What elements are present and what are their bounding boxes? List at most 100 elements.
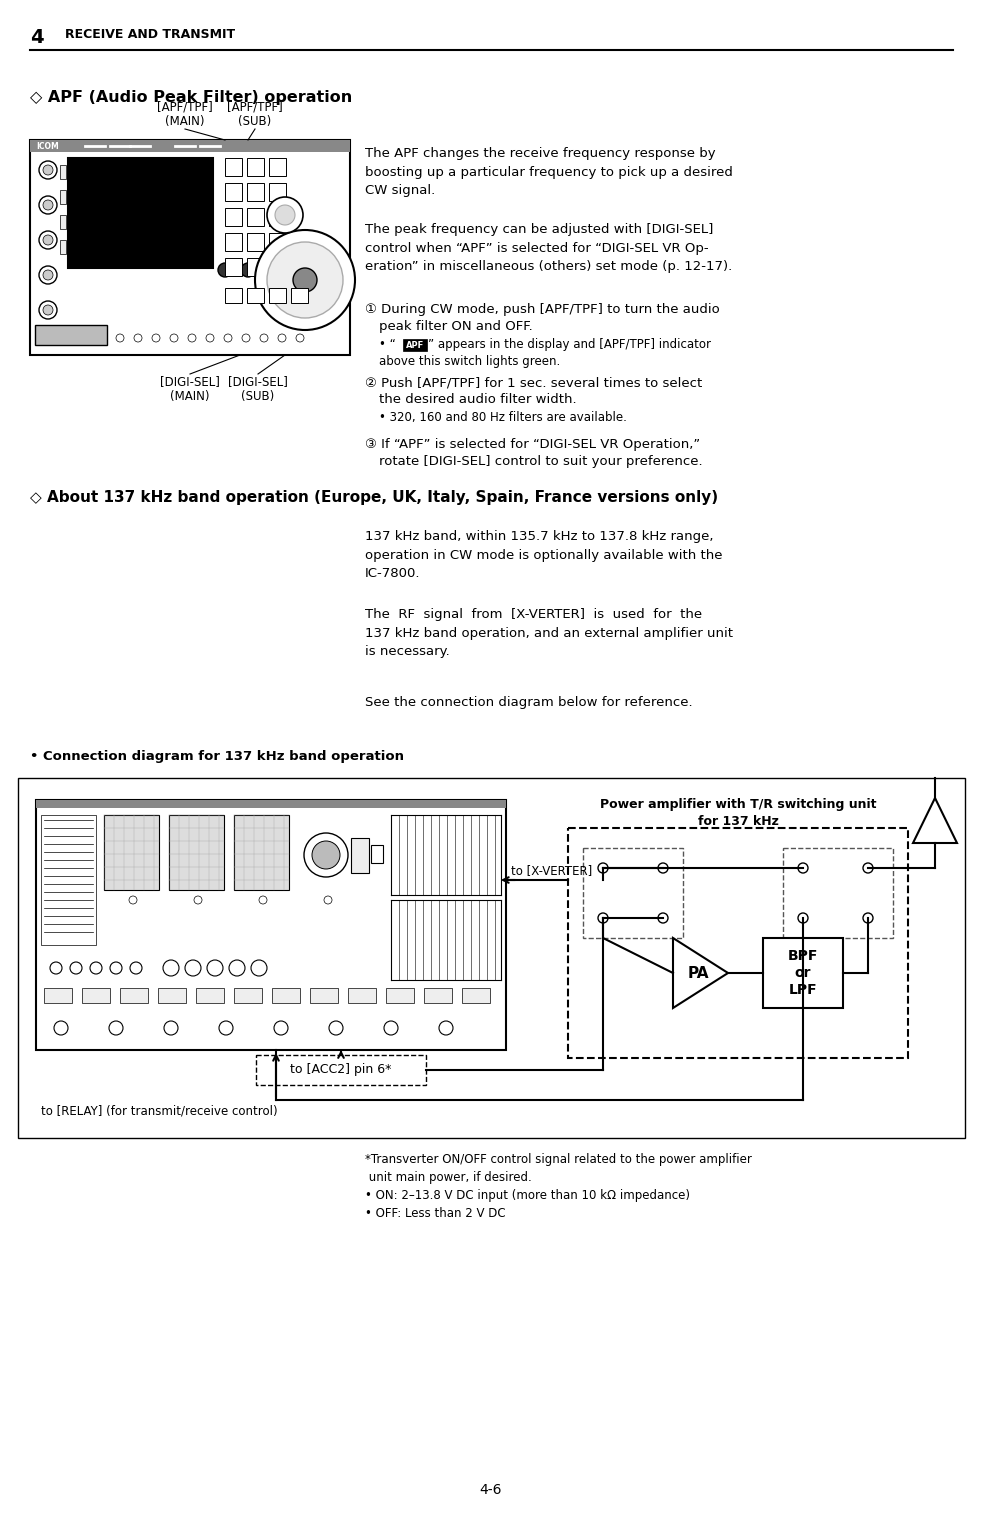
Text: APF: APF bbox=[406, 340, 424, 349]
Text: The peak frequency can be adjusted with [DIGI-SEL]
control when “APF” is selecte: The peak frequency can be adjusted with … bbox=[365, 223, 732, 273]
Text: ③ If “APF” is selected for “DIGI-SEL VR Operation,”: ③ If “APF” is selected for “DIGI-SEL VR … bbox=[365, 438, 700, 451]
Circle shape bbox=[218, 262, 232, 278]
Text: peak filter ON and OFF.: peak filter ON and OFF. bbox=[379, 320, 533, 334]
Circle shape bbox=[329, 1021, 343, 1035]
Text: ◇ APF (Audio Peak Filter) operation: ◇ APF (Audio Peak Filter) operation bbox=[30, 90, 352, 105]
Text: • Connection diagram for 137 kHz band operation: • Connection diagram for 137 kHz band op… bbox=[30, 749, 404, 763]
Circle shape bbox=[39, 231, 57, 249]
Bar bbox=[60, 240, 66, 253]
Bar bbox=[269, 288, 286, 303]
Text: [APF/TPF]
(MAIN): [APF/TPF] (MAIN) bbox=[157, 100, 213, 127]
Circle shape bbox=[90, 962, 102, 974]
Text: • 320, 160 and 80 Hz filters are available.: • 320, 160 and 80 Hz filters are availab… bbox=[379, 411, 627, 423]
Bar bbox=[225, 158, 242, 176]
Bar bbox=[82, 988, 110, 1003]
Circle shape bbox=[863, 913, 873, 922]
Circle shape bbox=[219, 1021, 233, 1035]
Circle shape bbox=[43, 270, 53, 281]
Circle shape bbox=[152, 334, 160, 341]
Text: ◇ About 137 kHz band operation (Europe, UK, Italy, Spain, France versions only): ◇ About 137 kHz band operation (Europe, … bbox=[30, 490, 719, 505]
Circle shape bbox=[39, 265, 57, 284]
Bar bbox=[247, 208, 264, 226]
Bar bbox=[272, 988, 300, 1003]
Text: ① During CW mode, push [APF/TPF] to turn the audio: ① During CW mode, push [APF/TPF] to turn… bbox=[365, 303, 720, 316]
Circle shape bbox=[206, 334, 214, 341]
Circle shape bbox=[170, 334, 178, 341]
Text: See the connection diagram below for reference.: See the connection diagram below for ref… bbox=[365, 696, 693, 708]
Circle shape bbox=[43, 200, 53, 209]
Circle shape bbox=[207, 960, 223, 975]
Bar bbox=[60, 165, 66, 179]
Circle shape bbox=[116, 334, 124, 341]
Circle shape bbox=[242, 334, 250, 341]
Circle shape bbox=[798, 913, 808, 922]
Bar bbox=[234, 815, 289, 890]
Circle shape bbox=[267, 197, 303, 234]
Bar bbox=[60, 215, 66, 229]
Bar bbox=[783, 848, 893, 938]
Text: ICOM: ICOM bbox=[36, 141, 59, 150]
Bar bbox=[196, 988, 224, 1003]
Circle shape bbox=[130, 962, 142, 974]
Circle shape bbox=[304, 833, 348, 877]
Circle shape bbox=[863, 863, 873, 872]
Bar bbox=[234, 988, 262, 1003]
Circle shape bbox=[229, 960, 245, 975]
Text: ” appears in the display and [APF/TPF] indicator: ” appears in the display and [APF/TPF] i… bbox=[428, 338, 711, 350]
Circle shape bbox=[39, 300, 57, 319]
Bar bbox=[291, 288, 308, 303]
Circle shape bbox=[267, 243, 343, 319]
Circle shape bbox=[43, 305, 53, 316]
Text: Power amplifier with T/R switching unit
for 137 kHz: Power amplifier with T/R switching unit … bbox=[600, 798, 876, 828]
Bar bbox=[247, 258, 264, 276]
Circle shape bbox=[275, 205, 295, 225]
Circle shape bbox=[296, 334, 304, 341]
Text: RECEIVE AND TRANSMIT: RECEIVE AND TRANSMIT bbox=[65, 27, 235, 41]
Text: BPF
or
LPF: BPF or LPF bbox=[787, 948, 818, 997]
Text: rotate [DIGI-SEL] control to suit your preference.: rotate [DIGI-SEL] control to suit your p… bbox=[379, 455, 703, 469]
Text: to [RELAY] (for transmit/receive control): to [RELAY] (for transmit/receive control… bbox=[41, 1104, 277, 1118]
Circle shape bbox=[188, 334, 196, 341]
Circle shape bbox=[70, 962, 82, 974]
Bar bbox=[104, 815, 159, 890]
Circle shape bbox=[110, 962, 122, 974]
Bar bbox=[371, 845, 383, 863]
Circle shape bbox=[109, 1021, 123, 1035]
Bar bbox=[36, 799, 506, 1050]
Circle shape bbox=[384, 1021, 398, 1035]
Bar bbox=[269, 158, 286, 176]
Circle shape bbox=[163, 960, 179, 975]
Bar bbox=[247, 288, 264, 303]
Text: 4-6: 4-6 bbox=[480, 1484, 502, 1497]
Circle shape bbox=[194, 897, 202, 904]
Circle shape bbox=[260, 334, 268, 341]
Bar bbox=[269, 184, 286, 200]
Circle shape bbox=[798, 863, 808, 872]
Text: The APF changes the receive frequency response by
boosting up a particular frequ: The APF changes the receive frequency re… bbox=[365, 147, 733, 197]
Text: [DIGI-SEL]
(SUB): [DIGI-SEL] (SUB) bbox=[228, 375, 288, 404]
Circle shape bbox=[598, 913, 608, 922]
Circle shape bbox=[43, 235, 53, 246]
Text: The  RF  signal  from  [X-VERTER]  is  used  for  the
137 kHz band operation, an: The RF signal from [X-VERTER] is used fo… bbox=[365, 608, 733, 658]
Bar bbox=[348, 988, 376, 1003]
Circle shape bbox=[50, 962, 62, 974]
Text: to [ACC2] pin 6*: to [ACC2] pin 6* bbox=[290, 1063, 391, 1077]
Text: to [X-VERTER]: to [X-VERTER] bbox=[511, 865, 592, 877]
Circle shape bbox=[185, 960, 201, 975]
Text: 4: 4 bbox=[30, 27, 43, 47]
Bar bbox=[36, 799, 506, 809]
Bar bbox=[225, 288, 242, 303]
Circle shape bbox=[129, 897, 137, 904]
Bar bbox=[763, 938, 843, 1007]
Bar bbox=[583, 848, 683, 938]
Circle shape bbox=[255, 231, 355, 331]
Polygon shape bbox=[673, 938, 728, 1007]
Circle shape bbox=[251, 960, 267, 975]
Bar bbox=[269, 208, 286, 226]
Circle shape bbox=[439, 1021, 453, 1035]
Circle shape bbox=[274, 1021, 288, 1035]
Bar bbox=[269, 234, 286, 250]
Text: [DIGI-SEL]
(MAIN): [DIGI-SEL] (MAIN) bbox=[160, 375, 220, 404]
Bar bbox=[225, 258, 242, 276]
Text: above this switch lights green.: above this switch lights green. bbox=[379, 355, 560, 369]
